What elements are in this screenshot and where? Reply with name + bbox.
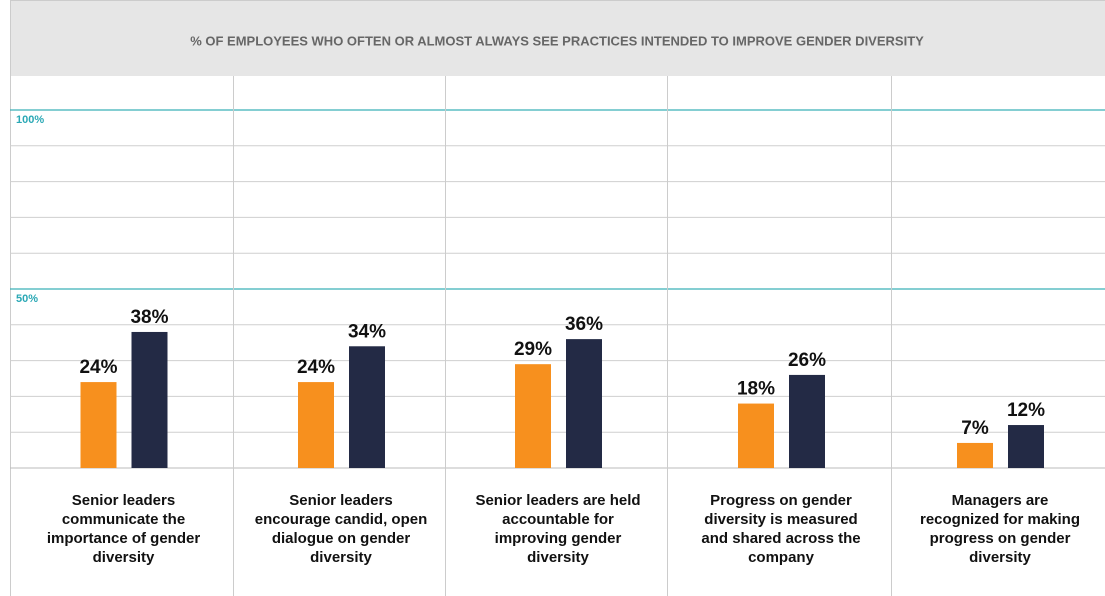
- chart-title: % OF EMPLOYEES WHO OFTEN OR ALMOST ALWAY…: [190, 33, 924, 48]
- category-label: Managers are recognized for making progr…: [919, 492, 1081, 566]
- bar: [957, 442, 993, 468]
- bar: [298, 382, 334, 468]
- category-label: Senior leaders encourage candid, open di…: [254, 492, 428, 566]
- category-label: Progress on gender diversity is measured…: [701, 492, 861, 566]
- bar: [738, 403, 774, 468]
- y-tick-label: 50%: [16, 293, 38, 305]
- value-label: 7%: [961, 418, 989, 439]
- bar: [566, 339, 602, 468]
- bar: [349, 346, 385, 468]
- bar: [515, 364, 551, 468]
- value-label: 38%: [130, 307, 168, 328]
- value-label: 24%: [297, 357, 335, 378]
- category-label: Senior leaders are held accountable for …: [475, 492, 641, 566]
- value-label: 36%: [565, 314, 603, 335]
- title-band: [10, 0, 1105, 76]
- value-label: 18%: [737, 379, 775, 400]
- value-label: 34%: [348, 321, 386, 342]
- bar: [131, 331, 168, 468]
- category-label: Senior leaders communicate the importanc…: [46, 492, 201, 566]
- value-label: 12%: [1007, 400, 1045, 421]
- y-tick-label: 100%: [16, 114, 44, 126]
- bar: [789, 374, 825, 468]
- value-label: 24%: [79, 357, 117, 378]
- bar: [80, 382, 117, 468]
- bar: [1008, 425, 1044, 468]
- value-label: 26%: [788, 350, 826, 371]
- value-label: 29%: [514, 339, 552, 360]
